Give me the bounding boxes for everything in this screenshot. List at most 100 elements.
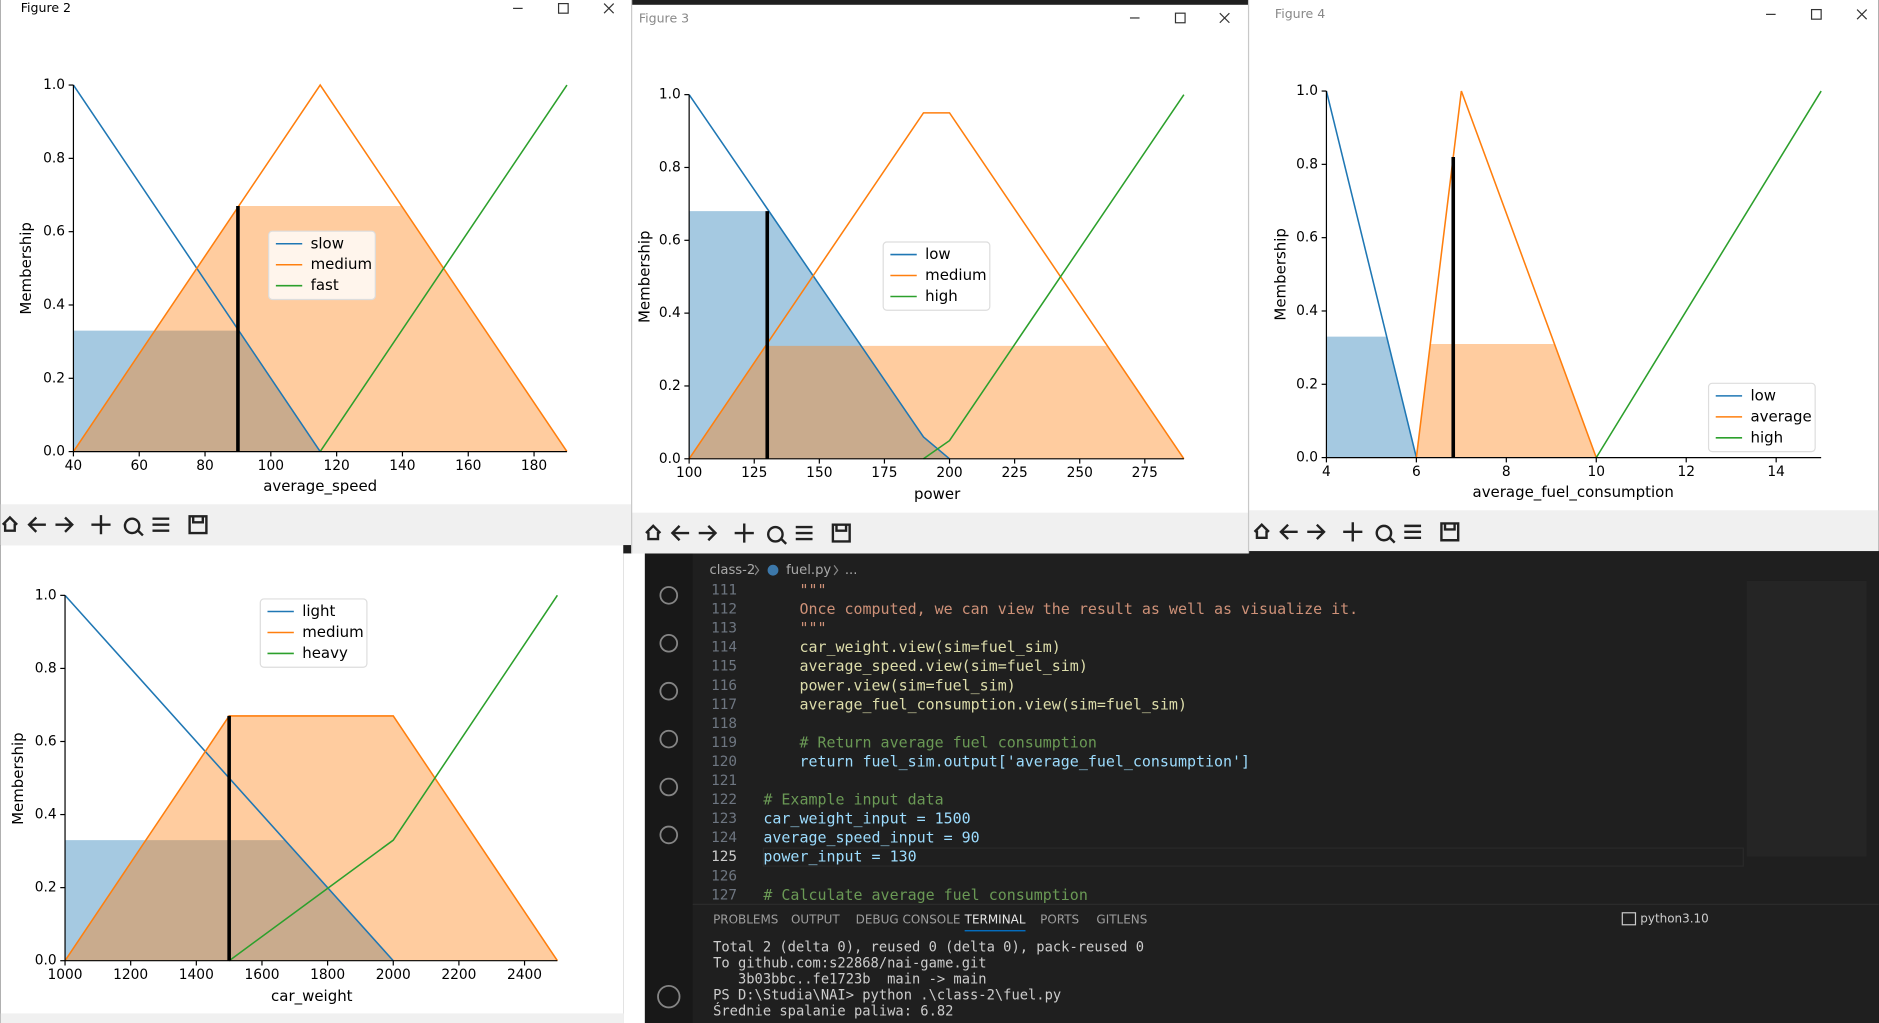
legend-box [268, 230, 376, 301]
line-number: 118 [711, 716, 737, 732]
y-tick-label: 0.0 [659, 451, 681, 467]
legend-label: low [925, 245, 951, 263]
breadcrumb[interactable]: fuel.py [786, 563, 831, 578]
x-tick-label: 6 [1412, 464, 1421, 480]
legend-label: slow [311, 234, 344, 252]
activation-fill [73, 206, 567, 452]
y-tick-label: 0.8 [1296, 156, 1318, 172]
configure-button[interactable] [152, 517, 170, 532]
forward-button[interactable] [698, 525, 718, 542]
panel-tab[interactable]: DEBUG CONSOLE [856, 912, 961, 926]
y-tick-label: 0.2 [659, 378, 681, 394]
activity-icon[interactable] [659, 633, 679, 653]
y-axis-label: Membership [635, 230, 653, 323]
terminal-line: PS D:\Studia\NAI> python .\class-2\fuel.… [713, 987, 1061, 1003]
code-line: return fuel_sim.output['average_fuel_con… [763, 752, 1250, 770]
zoom-button[interactable] [123, 517, 144, 537]
save-button[interactable] [1440, 522, 1460, 542]
terminal-shell[interactable]: python3.10 [1640, 911, 1709, 925]
save-button[interactable] [188, 515, 208, 535]
code-line: """ [763, 619, 826, 637]
forward-button[interactable] [1307, 523, 1326, 540]
x-tick-label: 275 [1132, 465, 1158, 481]
membership-line [688, 94, 951, 460]
forward-button[interactable] [55, 516, 74, 533]
membership-line [1325, 90, 1418, 458]
home-button[interactable] [1, 515, 18, 532]
activity-icon[interactable] [659, 825, 679, 845]
save-button[interactable] [831, 523, 851, 543]
legend-label: low [1750, 386, 1776, 404]
activity-icon[interactable] [659, 681, 679, 701]
code-line: # Example input data [763, 791, 943, 809]
legend-label: heavy [302, 644, 348, 662]
home-button[interactable] [1253, 522, 1270, 540]
x-tick-label: 120 [324, 458, 350, 474]
maximize-button[interactable] [1174, 12, 1186, 24]
x-tick-label: 1400 [179, 967, 214, 983]
panel-tab[interactable]: GITLENS [1096, 912, 1147, 926]
legend-label: average [1750, 407, 1811, 425]
pan-button[interactable] [91, 515, 111, 535]
y-tick-label: 1.0 [43, 77, 65, 93]
close-button[interactable] [1219, 12, 1230, 24]
legend-label: medium [311, 255, 373, 273]
code-line: car_weight_input = 1500 [763, 810, 970, 828]
y-tick-label: 0.2 [35, 880, 57, 896]
membership-line [72, 83, 568, 453]
legend-label: light [302, 602, 335, 620]
panel-tab[interactable]: PROBLEMS [713, 912, 778, 926]
configure-button[interactable] [795, 525, 813, 541]
home-button[interactable] [645, 524, 662, 541]
activity-icon[interactable] [659, 777, 679, 797]
line-number: 117 [711, 697, 737, 713]
x-tick-label: 2000 [376, 967, 411, 983]
y-tick-label: 1.0 [1296, 83, 1318, 99]
close-button[interactable] [603, 3, 615, 14]
membership-line [64, 715, 559, 962]
zoom-button[interactable] [767, 525, 788, 545]
panel-tab[interactable]: PORTS [1040, 912, 1079, 926]
y-tick-label: 0.4 [659, 305, 681, 321]
back-button[interactable] [27, 516, 46, 533]
membership-line [688, 112, 1185, 460]
account-icon[interactable] [657, 984, 681, 1009]
configure-button[interactable] [1404, 524, 1422, 540]
y-tick-label: 1.0 [35, 587, 57, 603]
x-tick-label: 225 [1001, 465, 1027, 481]
x-tick-label: 140 [389, 458, 415, 474]
legend-label: high [1750, 428, 1783, 446]
maximize-button[interactable] [1810, 8, 1822, 20]
panel-tab[interactable]: OUTPUT [791, 912, 840, 926]
code-line: power_input = 130 [763, 848, 916, 866]
window-title: Figure 2 [21, 0, 71, 15]
activity-icon[interactable] [659, 729, 679, 749]
line-number: 115 [711, 659, 737, 675]
breadcrumb[interactable]: class-2 [710, 563, 756, 578]
breadcrumb-separator [833, 565, 839, 576]
y-tick-label: 0.0 [43, 444, 65, 460]
x-tick-label: 180 [521, 458, 547, 474]
zoom-button[interactable] [1375, 524, 1396, 544]
x-tick-label: 2400 [507, 967, 542, 983]
side-window-sliver [623, 553, 645, 1023]
back-button[interactable] [1279, 523, 1298, 540]
panel-tab[interactable]: TERMINAL [964, 912, 1026, 926]
legend-label: medium [302, 623, 364, 641]
breadcrumb[interactable]: ... [845, 563, 858, 578]
x-tick-label: 125 [741, 465, 767, 481]
maximize-button[interactable] [557, 2, 569, 14]
activity-icon[interactable] [659, 586, 679, 605]
pan-button[interactable] [734, 523, 754, 543]
back-button[interactable] [670, 525, 690, 542]
code-line: # Calculate average fuel consumption [763, 886, 1087, 904]
membership-line [923, 94, 1185, 460]
close-button[interactable] [1856, 9, 1868, 20]
pan-button[interactable] [1343, 522, 1363, 542]
line-number: 120 [711, 754, 737, 770]
window-title: Figure 3 [639, 11, 689, 26]
legend-box [1707, 382, 1816, 453]
y-tick-label: 0.4 [43, 297, 65, 313]
toolbar [631, 512, 1249, 554]
